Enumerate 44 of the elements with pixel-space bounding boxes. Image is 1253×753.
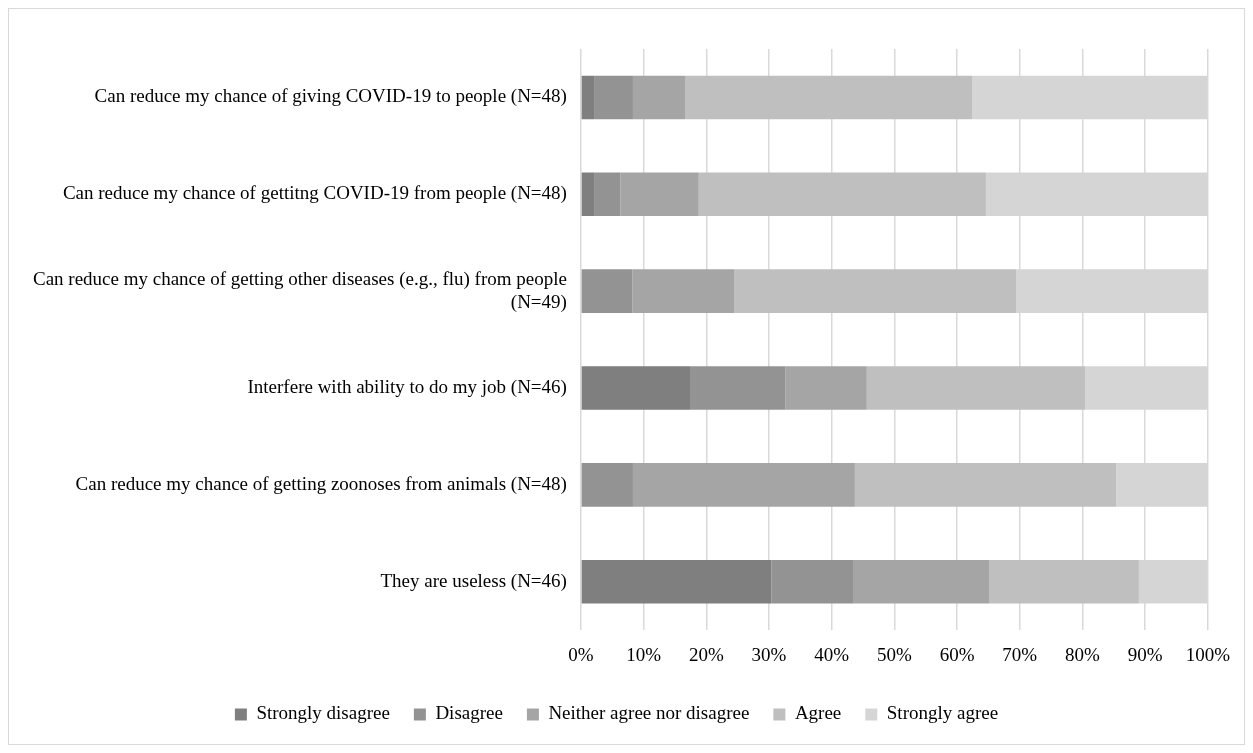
bar: [698, 172, 986, 217]
x-tick-label: 90%: [1127, 643, 1163, 665]
legend-label: Strongly disagree: [256, 702, 390, 724]
bar: [594, 172, 621, 217]
x-tick-label: 80%: [1065, 643, 1101, 665]
bar: [632, 269, 735, 313]
bar: [581, 463, 633, 507]
bar: [684, 75, 973, 120]
x-tick-label: 50%: [876, 643, 912, 665]
x-tick-label: 70%: [1002, 643, 1038, 665]
x-tick-label: 0%: [568, 643, 594, 665]
x-tick-label: 20%: [688, 643, 724, 665]
bar: [866, 366, 1085, 410]
legend-label: Strongly agree: [886, 702, 999, 724]
bar: [632, 463, 855, 507]
y-tick-label: Can reduce my chance of getting other diseases (e.g., flu) from people (N=49): [32, 267, 567, 313]
legend-label: Disagree: [435, 702, 503, 724]
x-tick-label: 40%: [814, 643, 850, 665]
x-tick-label: 30%: [751, 643, 787, 665]
bar: [581, 172, 595, 217]
bar: [989, 559, 1139, 604]
y-tick-label: They are useless (N=46): [380, 569, 567, 592]
bar: [594, 75, 633, 120]
bar: [581, 75, 595, 120]
legend-label: Agree: [794, 702, 842, 724]
y-tick-label: Interfere with ability to do my job (N=46): [247, 376, 567, 399]
x-tick-label: 10%: [626, 643, 662, 665]
bar: [581, 269, 633, 313]
y-tick-label: Can reduce my chance of gettitng COVID-19 from people (N=48): [62, 182, 567, 205]
y-tick-label: Can reduce my chance of getting zoonoses from animals (N=48): [75, 472, 567, 495]
bar: [771, 559, 853, 604]
x-tick-label: 60%: [939, 643, 975, 665]
legend-label: Neither agree nor disagree: [548, 702, 750, 724]
bar: [785, 366, 867, 410]
x-tick-label: 100%: [1185, 643, 1231, 665]
bar: [690, 366, 786, 410]
bar: [581, 559, 772, 604]
bar: [734, 269, 1016, 313]
y-tick-label: Can reduce my chance of giving COVID-19 to people (N=48): [94, 85, 567, 108]
bar: [854, 463, 1117, 507]
bar: [581, 366, 690, 410]
bar: [632, 75, 685, 120]
bar: [620, 172, 699, 217]
bar: [853, 559, 990, 604]
